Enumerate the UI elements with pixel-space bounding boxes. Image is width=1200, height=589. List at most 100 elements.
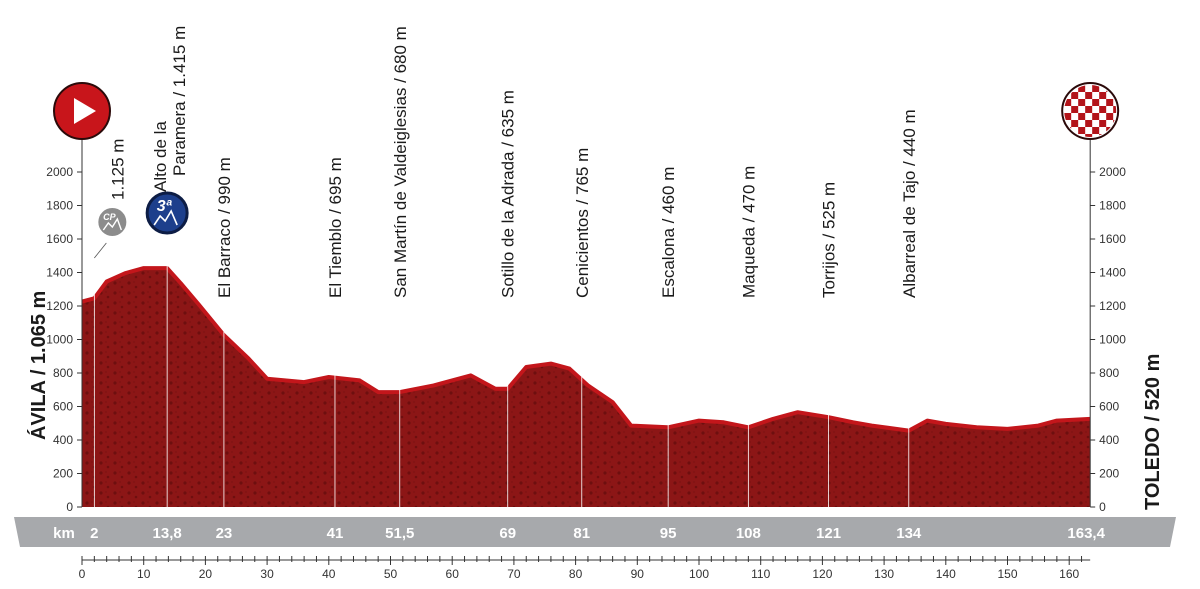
checker-cell	[1099, 92, 1107, 99]
left-tick-label: 200	[53, 467, 73, 481]
sprint-badge-text: CP	[103, 212, 116, 222]
annotation-label: El Barraco / 990 m	[215, 157, 234, 298]
annotation-label: 1.125 m	[108, 139, 127, 200]
km-band-mark: 69	[499, 525, 516, 542]
km-band-mark: 163,4	[1067, 525, 1105, 542]
annotation-label: El Tiemblo / 695 m	[326, 157, 345, 298]
km-ruler-label: 110	[751, 567, 770, 581]
checker-cell	[1092, 113, 1100, 120]
km-ruler-label: 130	[874, 567, 894, 581]
km-ruler-label: 70	[507, 567, 521, 581]
annotation-label: Cenicientos / 765 m	[573, 148, 592, 298]
annotation-label: Alto de la	[151, 121, 170, 192]
km-ruler-label: 40	[322, 567, 336, 581]
leader-line	[94, 242, 107, 259]
km-band-mark: 134	[896, 525, 922, 542]
checker-cell	[1078, 99, 1086, 106]
checker-cell	[1085, 106, 1093, 113]
annotation-label: Escalona / 460 m	[659, 167, 678, 298]
mountain-glyph-icon	[102, 217, 122, 231]
km-ruler-label: 150	[997, 567, 1017, 581]
km-ruler-label: 160	[1059, 567, 1079, 581]
mountain-glyph-icon	[153, 209, 178, 226]
km-ruler-label: 10	[137, 567, 151, 581]
right-tick-label: 800	[1099, 366, 1119, 380]
checker-cell	[1085, 120, 1093, 127]
checker-cell	[1078, 113, 1086, 120]
checker-cell	[1092, 85, 1100, 92]
left-tick-label: 1000	[46, 333, 73, 347]
checker-cell	[1113, 106, 1117, 113]
left-tick-label: 0	[66, 500, 73, 514]
checker-cell	[1092, 127, 1100, 134]
checker-cell	[1078, 127, 1086, 134]
annotation-label: Sotillo de la Adrada / 635 m	[499, 90, 518, 298]
checker-cell	[1071, 106, 1079, 113]
left-tick-label: 1200	[46, 299, 73, 313]
annotation-label: Torrijos / 525 m	[820, 182, 839, 298]
right-tick-label: 1400	[1099, 266, 1126, 280]
km-ruler-label: 0	[79, 567, 86, 581]
annotation-line: Alto de la	[151, 121, 170, 192]
checker-cell	[1064, 113, 1072, 120]
elevation-area	[82, 269, 1091, 507]
km-ruler-label: 30	[260, 567, 274, 581]
km-band-mark: 121	[816, 525, 841, 542]
checker-cell	[1099, 120, 1107, 127]
km-band-mark: 95	[660, 525, 677, 542]
left-tick-label: 800	[53, 366, 73, 380]
climb-category-text: 3ª	[157, 198, 173, 215]
km-ruler-label: 100	[689, 567, 709, 581]
left-tick-label: 1600	[46, 232, 73, 246]
annotation-label-continued: Paramera / 1.415 m	[170, 26, 189, 176]
left-tick-label: 2000	[46, 165, 73, 179]
annotation-label: Maqueda / 470 m	[739, 166, 758, 298]
km-band-label: km	[53, 525, 75, 542]
start-town-label: ÁVILA / 1.065 m	[28, 290, 50, 440]
right-tick-label: 600	[1099, 400, 1119, 414]
sprint-badge-icon	[96, 206, 129, 238]
right-tick-label: 0	[1099, 500, 1106, 514]
km-band-mark: 13,8	[153, 525, 182, 542]
right-tick-label: 400	[1099, 433, 1119, 447]
left-tick-label: 400	[53, 433, 73, 447]
km-band	[14, 517, 1176, 547]
checker-cell	[1071, 92, 1079, 99]
km-ruler-label: 20	[199, 567, 213, 581]
checker-cell	[1071, 120, 1079, 127]
km-band-mark: 41	[327, 525, 344, 542]
left-tick-label: 1800	[46, 199, 73, 213]
left-tick-label: 1400	[46, 266, 73, 280]
checker-cell	[1064, 99, 1072, 106]
checker-cell	[1092, 99, 1100, 106]
km-band-mark: 2	[90, 525, 98, 542]
right-tick-label: 1000	[1099, 333, 1126, 347]
annotation-label: San Martín de Valdeiglesias / 680 m	[391, 26, 410, 298]
annotation-label: Albarreal de Tajo / 440 m	[900, 109, 919, 298]
checker-cell	[1106, 99, 1114, 106]
checker-cell	[1078, 85, 1086, 92]
right-tick-label: 1600	[1099, 232, 1126, 246]
right-tick-label: 2000	[1099, 165, 1126, 179]
checker-cell	[1113, 134, 1117, 137]
km-band-mark: 108	[736, 525, 761, 542]
km-band-mark: 81	[573, 525, 590, 542]
km-band-mark: 23	[216, 525, 233, 542]
km-ruler-label: 90	[631, 567, 645, 581]
checker-cell	[1099, 106, 1107, 113]
km-ruler-label: 50	[384, 567, 398, 581]
right-tick-label: 200	[1099, 467, 1119, 481]
km-band-mark: 51,5	[385, 525, 414, 542]
right-tick-label: 1200	[1099, 299, 1126, 313]
play-triangle-icon	[74, 98, 96, 124]
checker-cell	[1106, 113, 1114, 120]
km-ruler-label: 60	[446, 567, 460, 581]
checker-cell	[1085, 92, 1093, 99]
checker-cell	[1085, 134, 1093, 137]
finish-town-label: TOLEDO / 520 m	[1142, 353, 1164, 510]
right-tick-label: 1800	[1099, 199, 1126, 213]
km-ruler-label: 80	[569, 567, 583, 581]
km-ruler-label: 120	[812, 567, 832, 581]
